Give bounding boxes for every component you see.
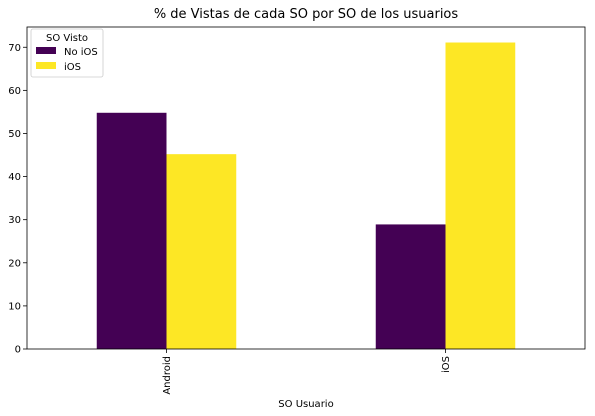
x-tick-label: iOS — [441, 356, 452, 373]
y-tick-label: 60 — [8, 86, 21, 97]
y-tick-label: 0 — [15, 345, 21, 356]
y-tick-label: 20 — [8, 258, 21, 269]
legend-title: SO Visto — [46, 33, 88, 44]
bar-android-ios — [166, 154, 237, 349]
legend-swatch-no-ios — [36, 47, 56, 54]
y-tick-label: 70 — [8, 43, 21, 54]
chart-title: % de Vistas de cada SO por SO de los usu… — [154, 7, 459, 22]
x-axis: Android iOS — [162, 349, 452, 395]
x-tick-label: Android — [162, 356, 173, 395]
y-axis: 0 10 20 30 40 50 60 70 — [8, 43, 27, 356]
y-tick-label: 30 — [8, 215, 21, 226]
bar-ios-ios — [445, 42, 516, 350]
y-tick-label: 50 — [8, 129, 21, 140]
legend-label-no-ios: No iOS — [64, 47, 98, 58]
legend-swatch-ios — [36, 62, 56, 69]
bars-group — [96, 42, 516, 350]
bar-ios-no-ios — [375, 224, 446, 349]
plot-frame — [26, 26, 586, 350]
x-axis-label: SO Usuario — [278, 399, 333, 410]
y-tick-label: 10 — [8, 301, 21, 312]
legend-label-ios: iOS — [64, 62, 81, 73]
bar-android-no-ios — [96, 112, 167, 349]
legend: SO Visto No iOS iOS — [30, 28, 104, 78]
y-tick-label: 40 — [8, 172, 21, 183]
